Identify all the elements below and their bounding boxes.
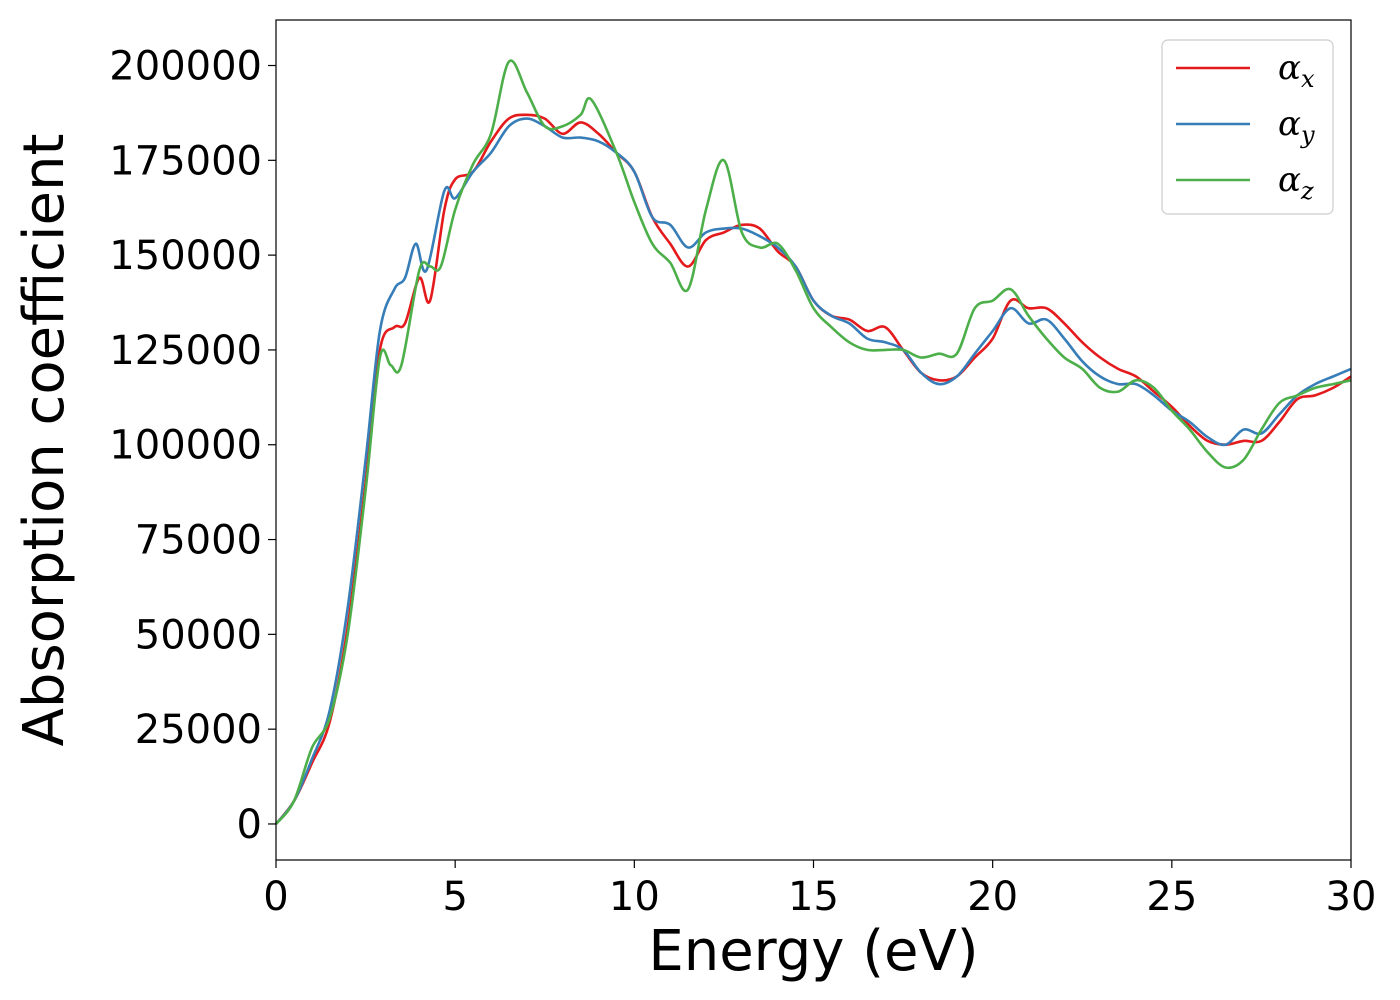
y-tick-label: 125000 bbox=[109, 328, 262, 374]
x-axis-ticks: 0 5 10 15 20 25 30 bbox=[263, 860, 1376, 920]
y-tick-label: 50000 bbox=[135, 612, 262, 658]
legend-label-alpha-y: αy bbox=[1278, 104, 1315, 149]
y-axis-ticks: 0 25000 50000 75000 100000 125000 150000 175000… bbox=[109, 44, 276, 848]
y-axis-title: Absorption coefficient bbox=[12, 134, 77, 747]
x-tick-label: 0 bbox=[263, 874, 288, 920]
x-tick-label: 15 bbox=[788, 874, 839, 920]
x-tick-label: 10 bbox=[609, 874, 660, 920]
legend-label-alpha-x: αx bbox=[1278, 48, 1315, 93]
legend: αx αy αz bbox=[1161, 39, 1334, 215]
y-tick-label: 0 bbox=[237, 802, 262, 848]
legend-box bbox=[1161, 39, 1334, 215]
series-line-alpha-z bbox=[274, 59, 1352, 825]
y-tick-label: 25000 bbox=[135, 707, 262, 753]
y-tick-label: 200000 bbox=[109, 44, 262, 90]
x-tick-label: 5 bbox=[442, 874, 467, 920]
y-tick-label: 100000 bbox=[109, 423, 262, 469]
y-tick-label: 75000 bbox=[135, 518, 262, 564]
x-tick-label: 20 bbox=[967, 874, 1018, 920]
y-tick-label: 150000 bbox=[109, 233, 262, 279]
series-layer bbox=[274, 59, 1352, 825]
x-axis-title: Energy (eV) bbox=[648, 919, 978, 984]
x-tick-label: 30 bbox=[1326, 874, 1377, 920]
series-line-alpha-y bbox=[274, 117, 1352, 825]
y-tick-label: 175000 bbox=[109, 138, 262, 184]
x-tick-label: 25 bbox=[1146, 874, 1197, 920]
legend-label-alpha-z: αz bbox=[1278, 160, 1314, 205]
